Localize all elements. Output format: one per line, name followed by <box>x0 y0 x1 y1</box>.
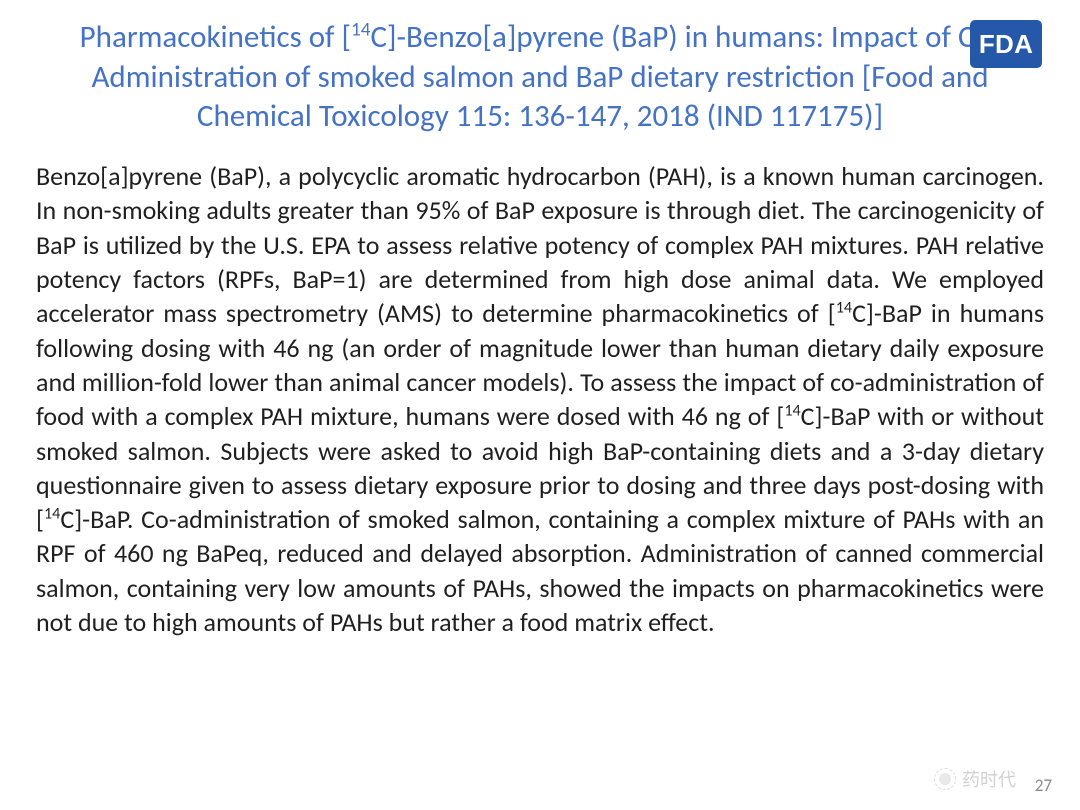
watermark-icon <box>934 768 956 790</box>
watermark-label: 药时代 <box>962 766 1016 792</box>
slide-title: Pharmacokinetics of [14C]-Benzo[a]pyrene… <box>36 18 1044 137</box>
fda-logo-badge: FDA <box>970 20 1042 68</box>
slide-container: Pharmacokinetics of [14C]-Benzo[a]pyrene… <box>0 0 1080 810</box>
title-block: Pharmacokinetics of [14C]-Benzo[a]pyrene… <box>36 18 1044 137</box>
page-number: 27 <box>1035 775 1052 796</box>
watermark: 药时代 <box>934 766 1016 792</box>
abstract-body-text: Benzo[a]pyrene (BaP), a polycyclic aroma… <box>36 159 1044 639</box>
